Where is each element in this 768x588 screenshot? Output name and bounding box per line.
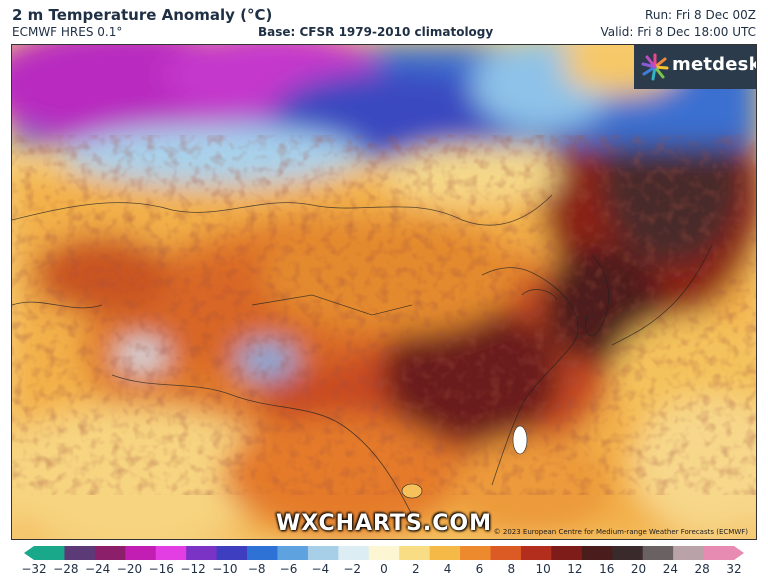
border-lines [12, 194, 713, 516]
colorbar-segment [399, 546, 431, 560]
colorbar-segment [277, 546, 309, 560]
colorbar-tick-label: 6 [475, 562, 484, 576]
colorbar-tick-label: −6 [279, 562, 298, 576]
colorbar-tick-label: 2 [411, 562, 420, 576]
colorbar-segment [642, 546, 674, 560]
logo-text: metdesk [672, 54, 757, 75]
starburst-icon [641, 53, 669, 81]
map-canvas [12, 45, 756, 539]
chart-title: 2 m Temperature Anomaly (°C) [12, 6, 273, 24]
colorbar-segment [125, 546, 157, 560]
colorbar-segment [34, 546, 65, 560]
colorbar-tick-label: −32 [21, 562, 47, 576]
island-taiwan [512, 425, 528, 455]
anomaly-map[interactable]: metdesk WXCHARTS.COM © 2023 European Cen… [11, 44, 757, 540]
colorbar-tick-label: 0 [380, 562, 388, 576]
watermark: WXCHARTS.COM [276, 511, 492, 536]
colorbar-segment [429, 546, 461, 560]
copyright: © 2023 European Centre for Medium-range … [493, 528, 748, 536]
colorbar-ticks: −32 −28 −24 −20 −16 −12 −10 −8 −6 −4 −2 0 2 4 6 8 10 12 16… [21, 562, 744, 582]
colorbar-tick-label: 4 [443, 562, 452, 576]
colorbar-tick-label: −20 [116, 562, 143, 576]
colorbar-tick-label: 12 [567, 562, 583, 576]
colorbar-tick-label: 28 [694, 562, 710, 576]
colorbar-tick-label: 24 [662, 562, 678, 576]
colorbar-segment [186, 546, 218, 560]
colorbar-segment [460, 546, 492, 560]
colorbar-tick-label: 20 [630, 562, 647, 576]
chart-header: 2 m Temperature Anomaly (°C) ECMWF HRES … [0, 0, 768, 44]
colorbar-segment [551, 546, 583, 560]
colorbar-segment [94, 546, 126, 560]
colorbar-tick-label: −4 [311, 562, 330, 576]
model-name: ECMWF HRES 0.1° [12, 25, 123, 39]
colorbar-tick-label: −10 [212, 562, 238, 576]
colorbar-arrow-left [24, 546, 34, 560]
colorbar-tick-label: −8 [247, 562, 266, 576]
colorbar-tick-label: 8 [507, 562, 516, 576]
island-hainan [401, 483, 423, 499]
colorbar-tick-label: 32 [726, 562, 742, 576]
colorbar-segment [368, 546, 400, 560]
colorbar-tick-label: −2 [343, 562, 362, 576]
colorbar-segment [307, 546, 339, 560]
colorbar-tick-label: 10 [535, 562, 551, 576]
colorbar-tick-label: −28 [53, 562, 79, 576]
colorbar-tick-label: 16 [599, 562, 615, 576]
colorbar-arrow-right [734, 546, 744, 560]
run-time: Run: Fri 8 Dec 00Z [645, 8, 756, 22]
colorbar-segment [703, 546, 735, 560]
valid-time: Valid: Fri 8 Dec 18:00 UTC [600, 25, 756, 39]
colorbar-segment [155, 546, 187, 560]
colorbar-segment [673, 546, 705, 560]
colorbar-segment [612, 546, 644, 560]
colorbar-segment [581, 546, 613, 560]
colorbar [24, 546, 744, 560]
metdesk-logo[interactable]: metdesk [634, 45, 756, 89]
colorbar-segment [490, 546, 522, 560]
colorbar-tick-label: −12 [180, 562, 206, 576]
base-climatology: Base: CFSR 1979-2010 climatology [258, 25, 494, 39]
colorbar-segment [338, 546, 370, 560]
colorbar-segment [520, 546, 552, 560]
colorbar-segment [64, 546, 96, 560]
colorbar-segment [247, 546, 278, 560]
colorbar-tick-label: −16 [148, 562, 174, 576]
colorbar-tick-label: −24 [84, 562, 111, 576]
colorbar-segment [216, 546, 248, 560]
